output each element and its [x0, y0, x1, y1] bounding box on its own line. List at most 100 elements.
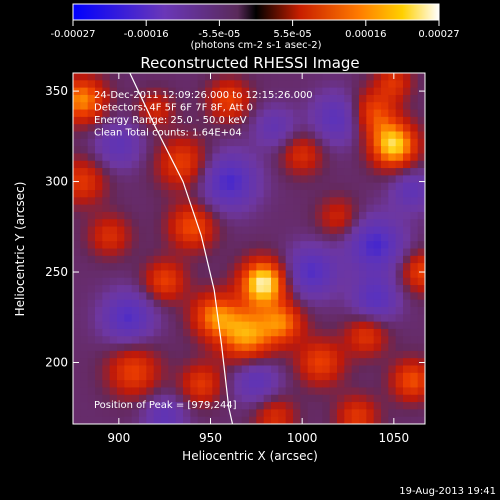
heatmap-cell — [241, 270, 250, 279]
heatmap-cell — [102, 241, 111, 250]
heatmap-cell — [212, 182, 221, 191]
heatmap-cell — [388, 175, 397, 184]
heatmap-cell — [241, 277, 250, 286]
heatmap-cell — [359, 204, 367, 213]
heatmap-cell — [417, 241, 425, 250]
heatmap-cell — [395, 138, 404, 147]
heatmap-cell — [80, 307, 89, 315]
footer-timestamp: 19-Aug-2013 19:41 — [399, 486, 496, 497]
heatmap-cell — [300, 87, 309, 96]
heatmap-cell — [161, 131, 169, 140]
heatmap-cell — [212, 372, 221, 381]
heatmap-cell — [190, 153, 199, 162]
heatmap-cell — [417, 314, 425, 323]
heatmap-cell — [102, 350, 111, 359]
heatmap-cell — [102, 80, 111, 89]
heatmap-cell — [95, 233, 103, 242]
heatmap-cell — [410, 182, 419, 191]
heatmap-cell — [322, 116, 331, 125]
heatmap-cell — [366, 416, 375, 424]
heatmap-cell — [131, 285, 140, 293]
heatmap-cell — [322, 255, 331, 264]
heatmap-cell — [263, 146, 272, 155]
heatmap-cell — [117, 380, 125, 389]
heatmap-cell — [234, 321, 243, 330]
heatmap-cell — [212, 131, 221, 140]
heatmap-cell — [161, 138, 169, 147]
heatmap-cell — [102, 358, 111, 367]
heatmap-cell — [307, 255, 316, 264]
heatmap-cell — [183, 116, 191, 125]
heatmap-cell — [256, 307, 265, 315]
heatmap-cell — [285, 328, 294, 337]
heatmap-cell — [73, 80, 81, 89]
heatmap-cell — [351, 292, 360, 301]
heatmap-cell — [190, 80, 199, 89]
heatmap-cell — [234, 109, 243, 118]
heatmap-cell — [212, 358, 221, 367]
heatmap-cell — [359, 109, 367, 118]
heatmap-cell — [168, 182, 177, 191]
heatmap-cell — [263, 153, 272, 162]
heatmap-cell — [87, 168, 96, 176]
heatmap-cell — [175, 336, 184, 345]
heatmap-cell — [212, 328, 221, 337]
heatmap-cell — [403, 372, 411, 381]
heatmap-cell — [256, 124, 265, 133]
heatmap-cell — [227, 299, 235, 308]
heatmap-cell — [175, 380, 184, 389]
heatmap-cell — [175, 350, 184, 359]
heatmap-cell — [293, 219, 301, 228]
heatmap-cell — [373, 102, 382, 111]
heatmap-cell — [241, 182, 250, 191]
heatmap-cell — [373, 394, 382, 403]
heatmap-cell — [234, 402, 243, 410]
heatmap-cell — [366, 350, 375, 359]
heatmap-cell — [95, 402, 103, 410]
heatmap-cell — [227, 248, 235, 257]
heatmap-cell — [219, 211, 228, 220]
heatmap-cell — [381, 102, 389, 111]
heatmap-cell — [139, 372, 147, 381]
heatmap-cell — [197, 248, 206, 257]
heatmap-cell — [183, 307, 191, 315]
heatmap-cell — [344, 358, 353, 367]
heatmap-cell — [381, 270, 389, 279]
heatmap-cell — [337, 73, 345, 81]
heatmap-cell — [351, 87, 360, 96]
heatmap-cell — [95, 307, 103, 315]
heatmap-cell — [285, 394, 294, 403]
heatmap-cell — [205, 197, 213, 206]
heatmap-cell — [307, 219, 316, 228]
heatmap-cell — [109, 197, 118, 206]
heatmap-cell — [183, 416, 191, 424]
heatmap-cell — [344, 255, 353, 264]
heatmap-cell — [315, 299, 323, 308]
heatmap-cell — [403, 87, 411, 96]
heatmap-cell — [102, 168, 111, 176]
heatmap-cell — [139, 197, 147, 206]
heatmap-cell — [256, 299, 265, 308]
heatmap-cell — [139, 226, 147, 235]
heatmap-cell — [410, 160, 419, 169]
heatmap-cell — [388, 116, 397, 125]
heatmap-cell — [249, 211, 257, 220]
heatmap-cell — [263, 314, 272, 323]
heatmap-cell — [80, 204, 89, 213]
heatmap-cell — [183, 80, 191, 89]
heatmap-cell — [315, 131, 323, 140]
heatmap-cell — [146, 160, 155, 169]
heatmap-cell — [190, 175, 199, 184]
heatmap-cell — [234, 131, 243, 140]
heatmap-cell — [102, 153, 111, 162]
heatmap-cell — [322, 241, 331, 250]
heatmap-cell — [146, 380, 155, 389]
heatmap-cell — [300, 160, 309, 169]
heatmap-cell — [351, 380, 360, 389]
heatmap-cell — [403, 307, 411, 315]
heatmap-cell — [153, 138, 162, 147]
heatmap-cell — [366, 409, 375, 418]
heatmap-cell — [109, 73, 118, 81]
heatmap-cell — [241, 285, 250, 293]
heatmap-cell — [168, 73, 177, 81]
